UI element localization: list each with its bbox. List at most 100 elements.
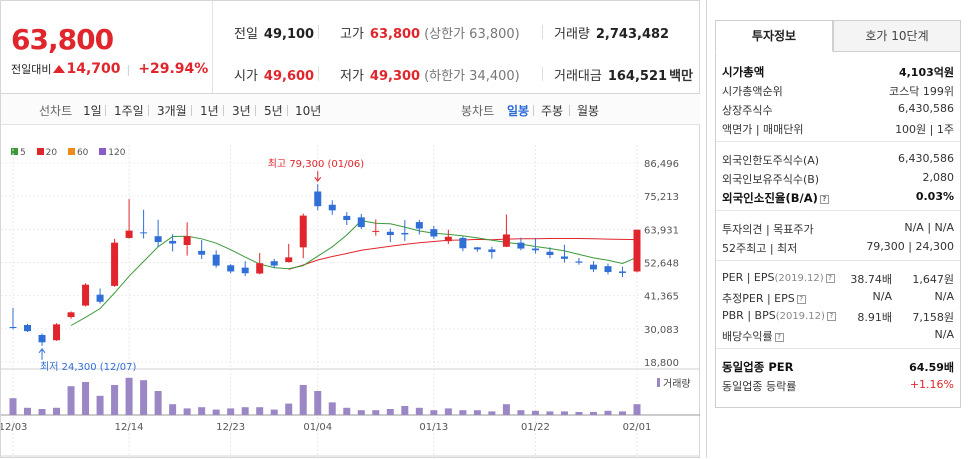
candle-body — [183, 236, 191, 246]
tab-period-3y[interactable]: 3년 — [232, 104, 251, 118]
candle-body — [299, 215, 307, 248]
volume-label: 거래량 — [663, 378, 691, 390]
volume-bar — [82, 382, 90, 415]
candle-body — [328, 204, 336, 211]
info-row-value: 100원 | 1주 — [895, 123, 954, 136]
candle-body — [154, 236, 162, 243]
candle-body — [111, 242, 119, 286]
valuation-row-value: 7,158원 — [912, 311, 954, 324]
volume-bar — [198, 407, 206, 415]
price-tick-label: 63,931 — [644, 225, 679, 236]
foreign-row: 외국인보유주식수(B) 2,080 — [722, 171, 954, 187]
candle-body — [633, 229, 641, 272]
volume-bar — [604, 410, 612, 415]
price-tick-label: 75,213 — [644, 192, 679, 203]
price-tick-label: 41,365 — [644, 292, 679, 303]
price-summary: 63,800 전일대비 14,700 | +29.94% — [1, 1, 213, 93]
candle-body — [517, 242, 525, 249]
tab-period-1w[interactable]: 1주일 — [114, 104, 144, 118]
valuation-row-value: N/A — [934, 290, 954, 303]
price-tick-label: 52,648 — [644, 259, 679, 270]
volume-bar — [24, 407, 32, 415]
up-arrow-icon — [53, 65, 66, 73]
candle-body — [459, 237, 467, 249]
help-icon[interactable]: ? — [819, 195, 829, 204]
tab-line-chart[interactable]: 선차트 — [39, 104, 73, 118]
candle-body — [241, 267, 249, 274]
legend-ma60: 60 — [67, 148, 88, 158]
stat-amount: 거래대금 164,521 백만 — [554, 69, 693, 84]
chart-tabs: 선차트 1일 1주일 3개월 1년 3년 5년 10년 봉차트 일봉 주봉 월봉 — [1, 93, 700, 125]
info-row-value: 6,430,586 — [898, 102, 954, 115]
volume-bar — [430, 410, 438, 415]
candle-body — [415, 222, 423, 229]
candle-body — [604, 266, 612, 273]
sidebar-tabs: 투자정보 호가 10단계 — [715, 20, 961, 52]
info-row: 시가총액순위 코스닥 199위 — [722, 83, 954, 99]
foreign-row-label: 외국인한도주식수(A) — [722, 154, 820, 167]
price-tick-label: 18,800 — [644, 358, 679, 369]
chart-panel: 63,800 전일대비 14,700 | +29.94% 전일 49,100 고가 63,… — [0, 0, 700, 459]
volume-bar — [633, 404, 641, 415]
candle-body — [531, 248, 539, 251]
current-price: 63,800 — [11, 23, 114, 56]
volume-bar — [154, 391, 162, 415]
tab-period-1y[interactable]: 1년 — [200, 104, 219, 118]
volume-bar — [575, 412, 583, 415]
valuation-row: PBR | BPS(2019.12)? 8.91배 7,158원 — [722, 309, 954, 325]
foreign-row-value: 0.03% — [915, 190, 954, 203]
legend-ma5: 5 — [11, 148, 26, 158]
volume-bar — [96, 395, 104, 415]
tab-candle-weekly[interactable]: 주봉 — [541, 104, 564, 118]
tab-investment-info[interactable]: 투자정보 — [715, 20, 833, 52]
info-row: 상장주식수 6,430,586 — [722, 102, 954, 118]
tab-candle-chart[interactable]: 봉차트 — [461, 104, 495, 118]
foreign-row: 외국인한도주식수(A) 6,430,586 — [722, 152, 954, 168]
info-row-label: 시가총액 — [722, 65, 765, 79]
candle-body — [24, 324, 32, 332]
help-icon[interactable]: ? — [774, 333, 784, 342]
tab-period-3m[interactable]: 3개월 — [157, 104, 187, 118]
change-rate: +29.94% — [138, 61, 209, 77]
industry-row-value: +1.16% — [909, 378, 954, 391]
tab-period-5y[interactable]: 5년 — [264, 104, 283, 118]
date-tick-label: 12/03 — [1, 422, 27, 433]
help-icon[interactable]: ? — [826, 312, 836, 321]
legend: 5 20 60 120 — [11, 148, 125, 158]
volume-bar — [386, 409, 394, 415]
candle-body — [270, 261, 278, 266]
stat-open: 시가 49,600 — [234, 69, 315, 84]
tab-period-10y[interactable]: 10년 — [295, 104, 322, 118]
info-row-value: 4,103억원 — [898, 66, 954, 79]
valuation-row-label: 추정PER | EPS? — [722, 290, 806, 306]
candle-body — [575, 261, 583, 263]
tab-period-1d[interactable]: 1일 — [83, 104, 102, 118]
help-icon[interactable]: ? — [825, 274, 835, 283]
help-icon[interactable]: ? — [796, 295, 806, 304]
candle-body — [125, 230, 133, 238]
volume-bar — [401, 406, 409, 415]
date-tick-label: 01/04 — [303, 422, 332, 433]
volume-bar — [415, 407, 423, 415]
candle-body — [502, 234, 510, 247]
candle-body — [140, 232, 148, 234]
valuation-row-ratio: 8.91배 — [857, 311, 892, 324]
price-stats: 전일 49,100 고가 63,800 (상한가 63,800) 거래량 2,743,4… — [214, 1, 700, 93]
opinion-row-label: 52주최고 | 최저 — [722, 242, 798, 255]
ma5-line — [70, 220, 638, 326]
volume-bar — [488, 411, 496, 415]
volume-bar — [546, 411, 554, 415]
candle-body — [618, 271, 626, 273]
stat-high: 고가 63,800 (상한가 63,800) — [340, 27, 520, 42]
valuation-row: 배당수익률? N/A — [722, 328, 954, 344]
candle-body — [212, 254, 220, 266]
candle-body — [386, 231, 394, 236]
volume-bar — [53, 407, 61, 415]
volume-bar — [517, 410, 525, 415]
candle-body — [38, 334, 46, 343]
tab-candle-monthly[interactable]: 월봉 — [577, 104, 600, 118]
tab-order-book[interactable]: 호가 10단계 — [833, 20, 961, 52]
opinion-row: 52주최고 | 최저 79,300 | 24,300 — [722, 240, 954, 256]
tab-candle-daily[interactable]: 일봉 — [507, 104, 530, 118]
